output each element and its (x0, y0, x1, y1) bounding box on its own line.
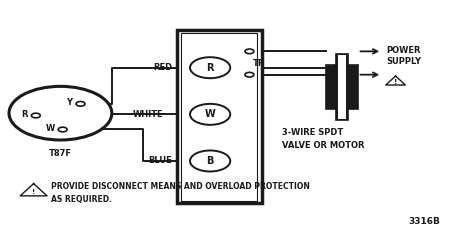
Bar (335, 54, 347, 120)
Bar (176, 30, 261, 203)
Circle shape (190, 57, 230, 78)
Text: VALVE OR MOTOR: VALVE OR MOTOR (281, 141, 364, 150)
Circle shape (31, 113, 40, 118)
Circle shape (58, 127, 67, 132)
Text: POWER: POWER (386, 46, 420, 55)
Text: W: W (204, 109, 215, 119)
Text: 3316B: 3316B (408, 217, 439, 226)
Circle shape (190, 150, 230, 171)
Text: PROVIDE DISCONNECT MEANS AND OVERLOAD PROTECTION: PROVIDE DISCONNECT MEANS AND OVERLOAD PR… (51, 182, 310, 191)
Text: 3-WIRE SPDT: 3-WIRE SPDT (281, 129, 342, 138)
Bar (347, 65, 357, 109)
Bar (326, 65, 335, 109)
Text: R: R (21, 110, 28, 119)
Text: T87F: T87F (49, 149, 72, 158)
Bar (337, 55, 345, 119)
Circle shape (244, 49, 253, 54)
Circle shape (9, 86, 111, 140)
Circle shape (244, 72, 253, 77)
Text: W: W (45, 124, 55, 133)
Text: BLUE: BLUE (148, 156, 172, 165)
Circle shape (76, 101, 85, 106)
Text: WHITE: WHITE (132, 110, 163, 119)
Text: TR: TR (252, 59, 264, 68)
Circle shape (190, 104, 230, 125)
Text: !: ! (32, 189, 35, 195)
Text: RED: RED (153, 63, 172, 72)
Text: R: R (206, 63, 213, 73)
Text: AS REQUIRED.: AS REQUIRED. (51, 195, 112, 204)
Text: B: B (206, 156, 213, 166)
Text: SUPPLY: SUPPLY (386, 57, 421, 66)
Text: !: ! (393, 79, 396, 85)
Text: Y: Y (66, 98, 72, 107)
Bar (181, 33, 257, 201)
